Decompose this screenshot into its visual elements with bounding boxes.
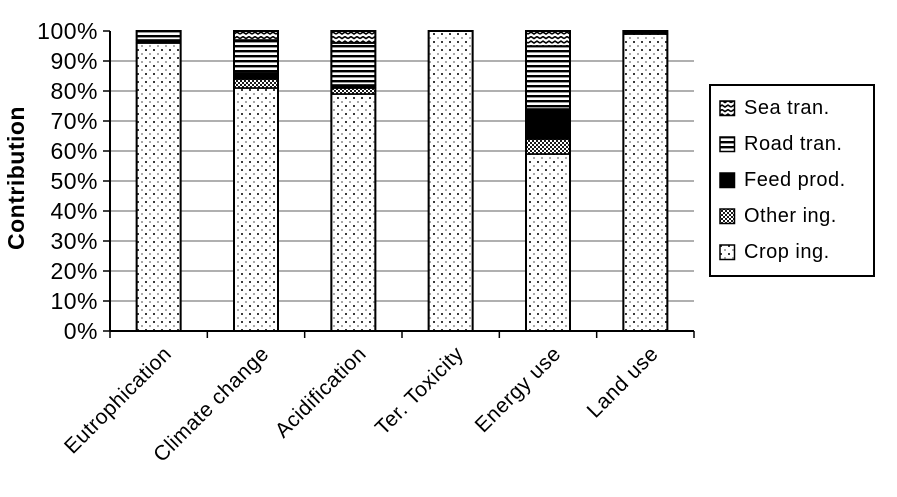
y-tick-label: 80% <box>50 78 98 104</box>
legend-label: Feed prod. <box>744 168 846 191</box>
bar-segment-other <box>233 78 279 89</box>
legend-item: Feed prod. <box>719 169 871 192</box>
bar-segment-sea <box>525 30 571 47</box>
bar-segment-sea <box>330 30 377 44</box>
bar-segment-crop <box>427 30 474 332</box>
bar-segment-road <box>233 39 279 74</box>
legend-swatch-other-icon <box>719 208 736 225</box>
legend-item: Road tran. <box>719 133 871 156</box>
bar-segment-crop <box>525 153 571 332</box>
bar-segment-crop <box>135 42 182 332</box>
legend-item: Other ing. <box>719 205 871 228</box>
y-tick-label: 20% <box>50 258 98 284</box>
y-tick-label: 30% <box>50 228 98 254</box>
y-tick-label: 100% <box>37 18 98 44</box>
x-category-label: Ter. Toxicity <box>371 342 468 439</box>
legend-label: Other ing. <box>744 205 837 228</box>
bar-segment-other <box>525 138 571 155</box>
legend-box: Sea tran. Road tran. Feed prod. Other ing. C… <box>709 84 875 277</box>
x-ticks-group <box>109 331 695 338</box>
y-tick-labels-group: 0% 10% 20% 30% 40% 50% 60% 70% 80% 90% 100% <box>37 18 98 344</box>
bar-segment-feed <box>233 72 279 80</box>
bar-segment-road <box>135 30 182 41</box>
x-category-label: Acidification <box>271 342 371 442</box>
legend-swatch-crop-icon <box>719 244 736 261</box>
y-tick-label: 70% <box>50 108 98 134</box>
bar-segment-crop <box>622 33 669 332</box>
legend-item: Crop ing. <box>719 241 871 264</box>
legend-swatch-feed-icon <box>719 172 736 189</box>
bar-segment-sea <box>233 30 279 41</box>
y-tick-label: 10% <box>50 288 98 314</box>
x-category-label: Energy use <box>471 342 566 437</box>
legend-swatch-sea-icon <box>719 99 736 116</box>
x-category-label: Land use <box>583 342 663 422</box>
legend-item: Sea tran. <box>719 97 871 120</box>
bars-group <box>135 30 669 332</box>
bar-segment-road <box>525 45 571 110</box>
y-tick-label: 90% <box>50 48 98 74</box>
bar-segment-other <box>330 87 377 95</box>
legend-label: Road tran. <box>744 132 843 155</box>
bar-segment-crop <box>330 93 377 332</box>
y-tick-label: 0% <box>64 318 98 344</box>
bar-segment-crop <box>233 87 279 332</box>
legend-swatch-road-icon <box>719 136 736 153</box>
gridlines-group <box>110 60 694 302</box>
y-tick-label: 60% <box>50 138 98 164</box>
bar-segment-road <box>330 42 377 86</box>
y-tick-label: 40% <box>50 198 98 224</box>
legend-label: Crop ing. <box>744 241 830 264</box>
bar-segment-feed <box>525 108 571 140</box>
legend-label: Sea tran. <box>744 96 830 119</box>
y-ticks-group <box>103 30 110 332</box>
y-tick-label: 50% <box>50 168 98 194</box>
